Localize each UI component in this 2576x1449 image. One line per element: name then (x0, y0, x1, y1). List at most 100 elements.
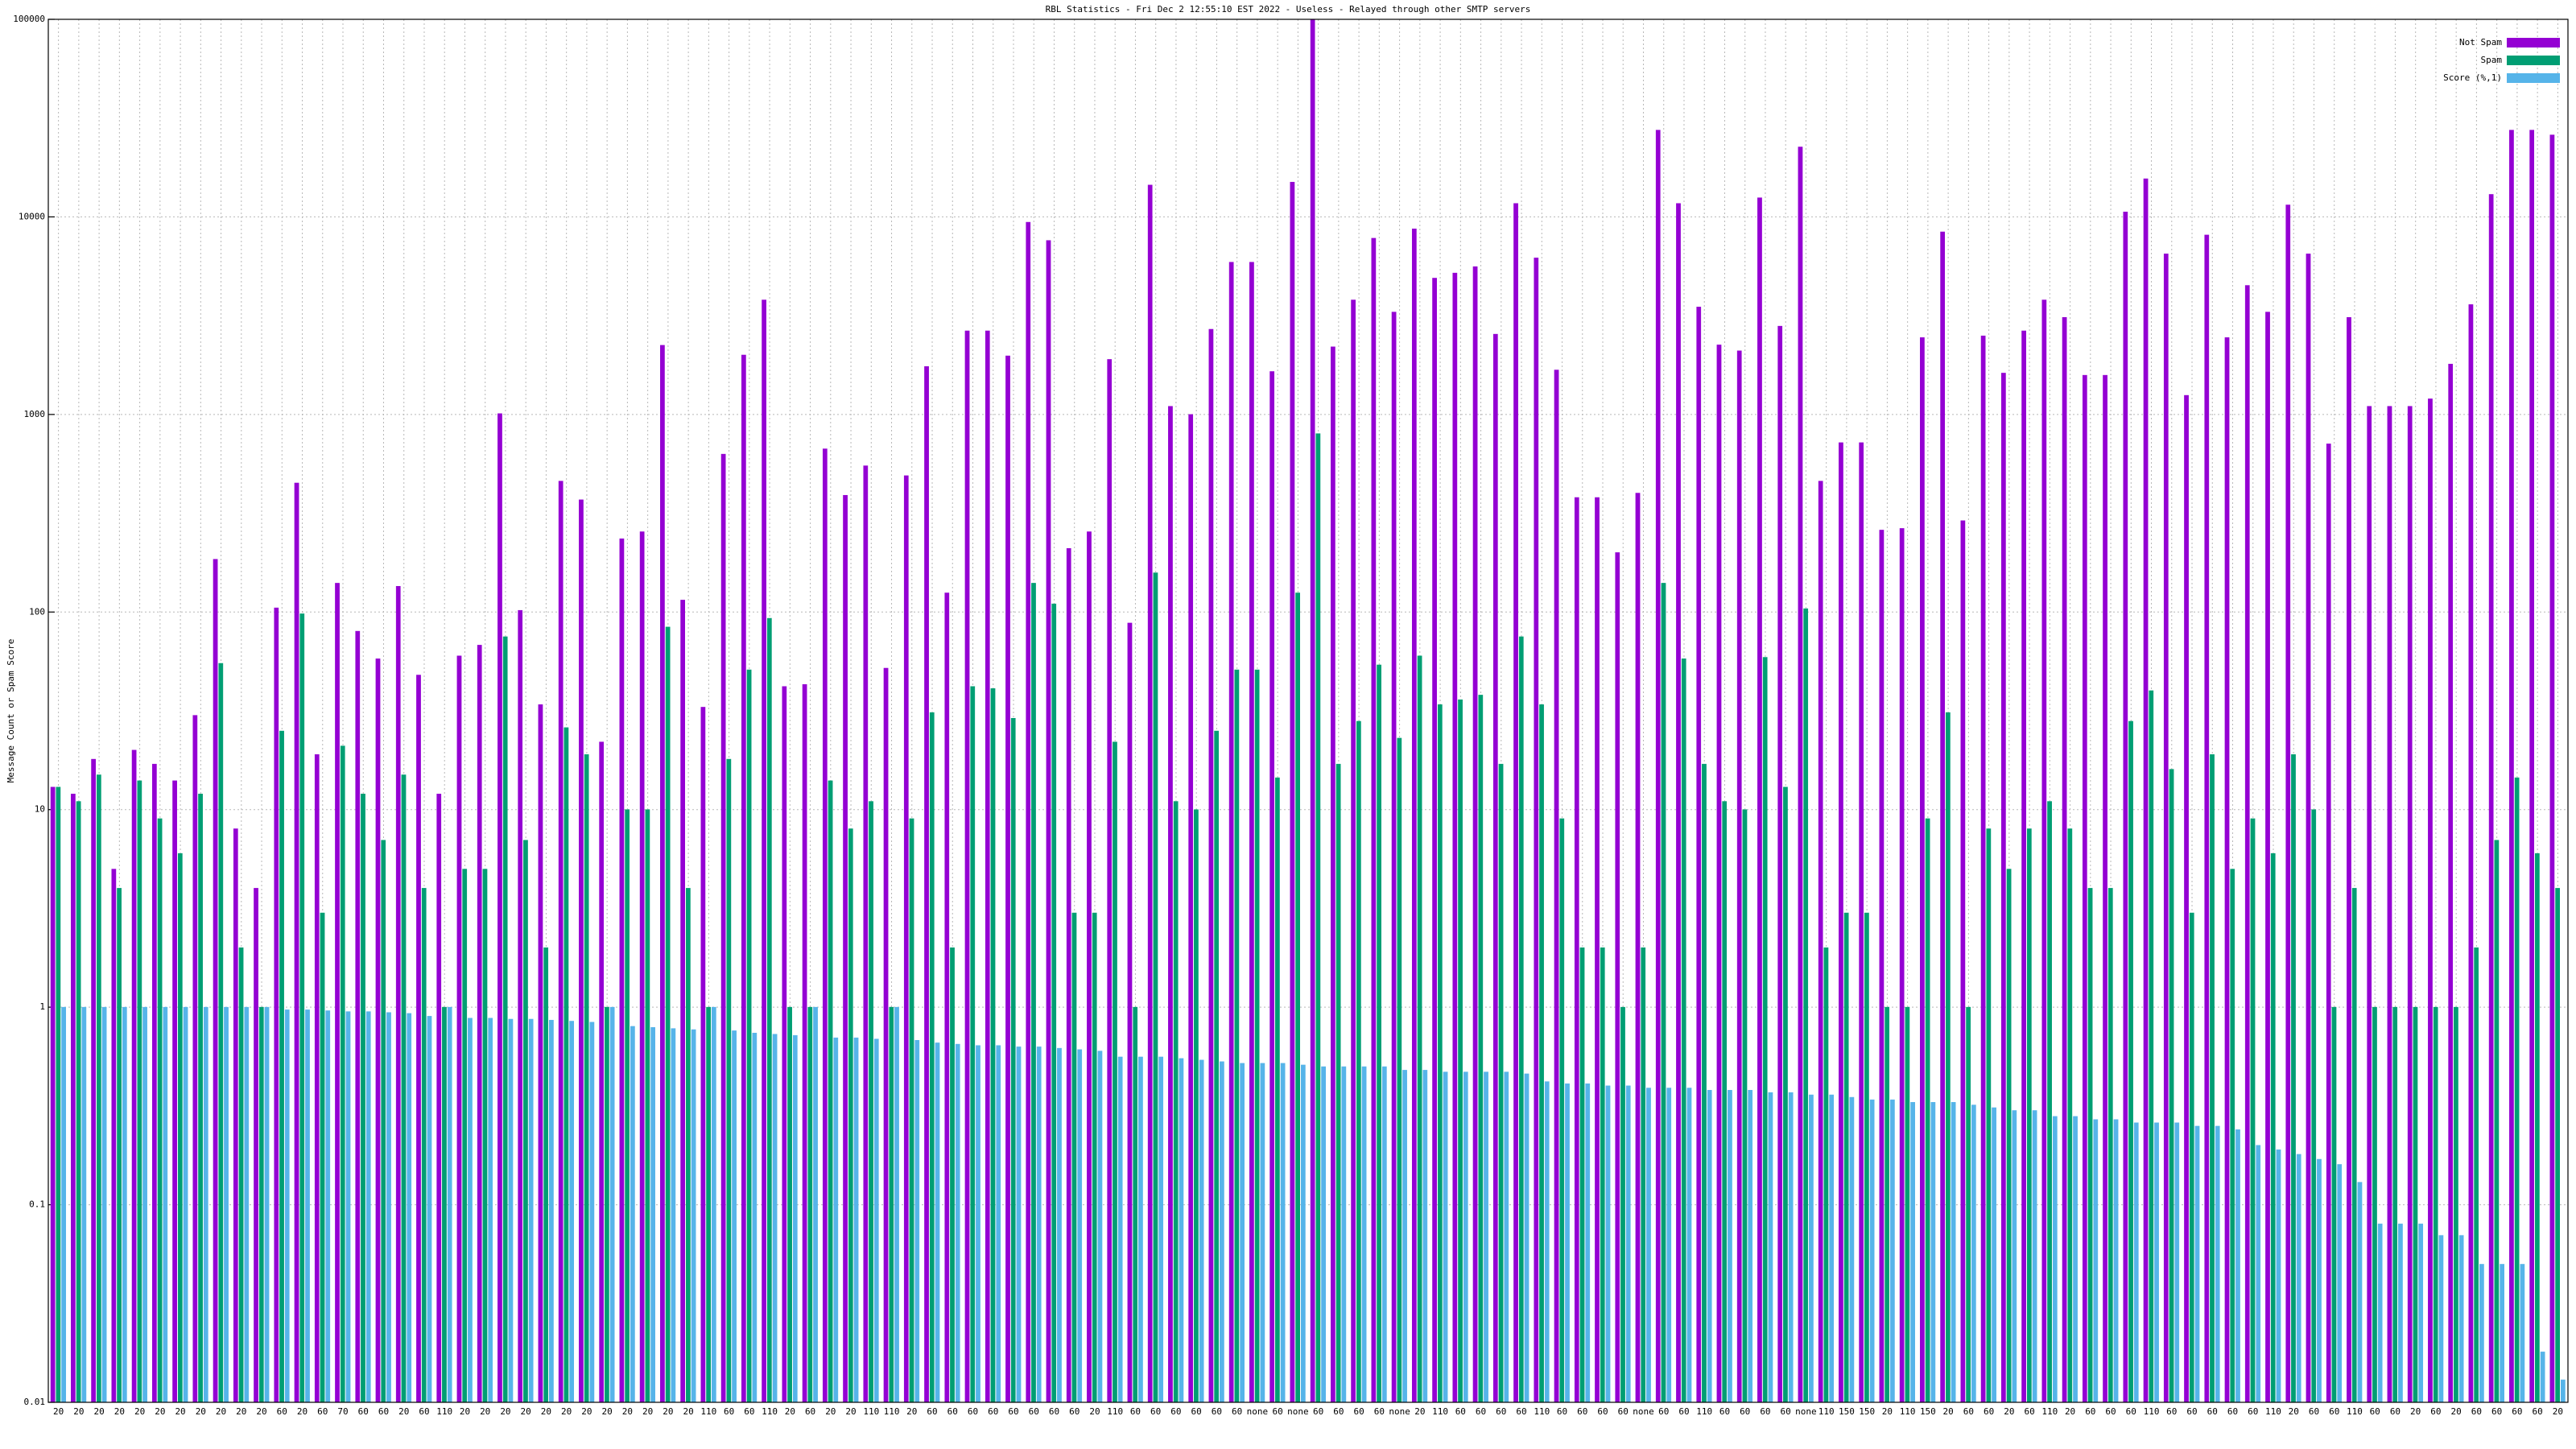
bar (1869, 1099, 1875, 1403)
bar (1666, 1088, 1672, 1403)
bar (294, 482, 299, 1403)
legend-swatch (2507, 38, 2560, 47)
x-tick-label: 20 (906, 1406, 917, 1417)
y-tick-label: 10000 (19, 211, 45, 221)
bar (996, 1045, 1001, 1403)
bar (192, 715, 198, 1403)
bar (1432, 278, 1437, 1403)
bar (1321, 1066, 1326, 1403)
bar (625, 809, 630, 1403)
x-tick-label: 20 (2451, 1406, 2462, 1417)
x-tick-label: 60 (1273, 1406, 1283, 1417)
bar (61, 1006, 66, 1403)
bar (2326, 444, 2331, 1403)
bar (873, 1038, 879, 1403)
bar (2210, 754, 2215, 1403)
bar (91, 758, 96, 1403)
bar (660, 345, 665, 1403)
bar (853, 1037, 859, 1403)
bar (416, 675, 421, 1403)
bar (1422, 1070, 1428, 1403)
bar (1269, 371, 1275, 1403)
x-tick-label: none (1287, 1406, 1309, 1417)
bar (198, 794, 203, 1403)
bar (1228, 262, 1234, 1403)
bar (903, 475, 909, 1403)
x-tick-label: 60 (2390, 1406, 2401, 1417)
bar (2032, 1110, 2037, 1403)
x-tick-label: none (1247, 1406, 1269, 1417)
bar (589, 1022, 595, 1403)
bar (741, 354, 746, 1403)
bar (1179, 1058, 1184, 1403)
bar (213, 559, 218, 1403)
x-tick-label: 110 (884, 1406, 900, 1417)
bar (1748, 1090, 1753, 1403)
chart-title: RBL Statistics - Fri Dec 2 12:55:10 EST … (1046, 4, 1531, 14)
bar (2230, 869, 2235, 1403)
bar (843, 494, 848, 1403)
bar (584, 754, 589, 1403)
x-tick-label: 20 (53, 1406, 64, 1417)
x-tick-label: 60 (317, 1406, 328, 1417)
bar (2438, 1235, 2444, 1403)
x-tick-label: 60 (805, 1406, 815, 1417)
bar (1220, 1061, 1224, 1403)
bar (2184, 394, 2189, 1403)
x-tick-label: 110 (1696, 1406, 1712, 1417)
bar (2448, 363, 2454, 1403)
bar (964, 330, 970, 1403)
bar (2163, 254, 2169, 1403)
bar (1087, 531, 1092, 1403)
x-tick-label: 60 (1170, 1406, 1181, 1417)
bar (1335, 763, 1341, 1403)
bar (137, 780, 142, 1403)
x-tick-label: 110 (863, 1406, 879, 1417)
bar (76, 801, 81, 1403)
bar (1544, 1081, 1550, 1403)
bar (1620, 1006, 1625, 1403)
bar (254, 888, 258, 1403)
bar (833, 1037, 839, 1403)
bar (2454, 1006, 2458, 1403)
bar (528, 1018, 534, 1403)
x-tick-label: 60 (1577, 1406, 1587, 1417)
x-tick-label: 60 (1333, 1406, 1344, 1417)
bar (1960, 520, 1966, 1403)
bar (1138, 1056, 1143, 1403)
bar (2250, 818, 2256, 1403)
bar (2540, 1352, 2545, 1403)
x-tick-label: 20 (93, 1406, 104, 1417)
bar (482, 869, 488, 1403)
bar (314, 754, 320, 1403)
bar (2479, 1264, 2484, 1403)
bar (340, 745, 345, 1403)
bar (1925, 818, 1930, 1403)
x-tick-label: 20 (642, 1406, 653, 1417)
bar (238, 947, 244, 1403)
bar (1920, 337, 1925, 1403)
bar (2468, 304, 2474, 1403)
x-tick-label: 110 (762, 1406, 778, 1417)
bar (802, 683, 807, 1403)
bar (1280, 1063, 1286, 1403)
bar (2428, 398, 2433, 1403)
bar (935, 1042, 940, 1403)
bar (96, 774, 101, 1403)
bar (1077, 1049, 1083, 1403)
x-tick-label: 20 (460, 1406, 470, 1417)
bar (1411, 229, 1417, 1403)
x-tick-label: 20 (825, 1406, 836, 1417)
bar (1702, 763, 1707, 1403)
bar (1452, 272, 1458, 1403)
x-tick-label: 20 (2553, 1406, 2563, 1417)
bar (1168, 406, 1173, 1403)
bar (1992, 1107, 1996, 1403)
bar (1930, 1102, 1936, 1403)
bar (1173, 801, 1179, 1403)
x-tick-label: 20 (1414, 1406, 1425, 1417)
bar (2143, 178, 2149, 1403)
bar (1661, 583, 1666, 1403)
bar (1966, 1006, 1971, 1403)
